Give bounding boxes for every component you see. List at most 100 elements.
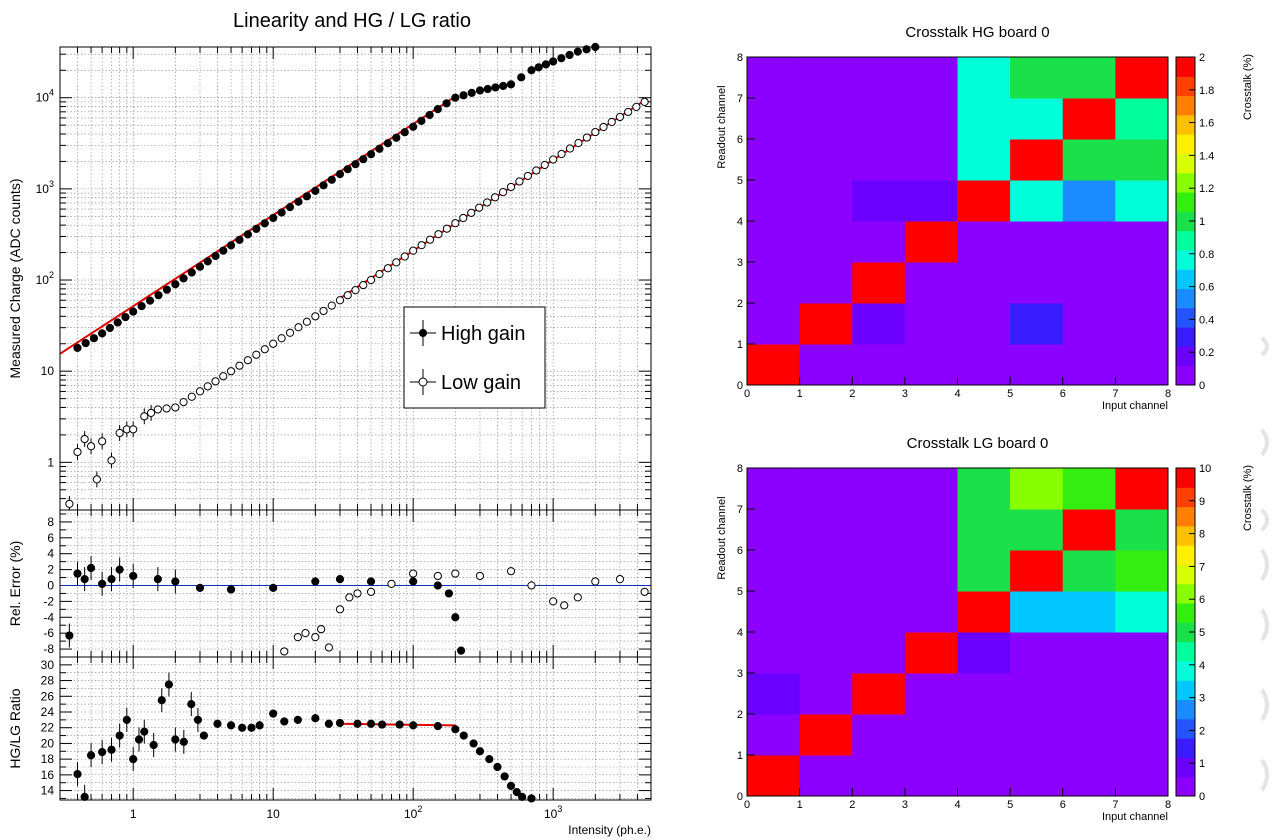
y-tick-label: 14 <box>41 784 55 798</box>
y-axis-title: HG/LG Ratio <box>7 688 23 768</box>
heatmap-cell <box>957 344 1011 386</box>
heatmap-cell <box>747 98 801 140</box>
edge-stroke <box>1260 336 1269 357</box>
y-tick-label: 22 <box>41 721 55 735</box>
edge-stroke <box>1260 548 1269 582</box>
data-point-open <box>433 571 442 581</box>
heatmap-cell <box>852 714 906 756</box>
data-point-filled <box>115 565 124 574</box>
heatmap-cell <box>957 673 1011 715</box>
heatmap-cell <box>799 221 853 263</box>
y-tick-label: 1 <box>737 339 743 351</box>
heatmap-cell <box>799 98 853 140</box>
data-point-filled <box>219 246 228 255</box>
data-point-filled <box>475 86 485 95</box>
colorbar-segment <box>1176 468 1195 488</box>
heatmap-cell <box>1062 468 1116 510</box>
data-point-filled <box>238 723 247 732</box>
heatmap-cell <box>957 57 1011 99</box>
data-point-filled <box>129 571 138 581</box>
linearity-chart: Linearity and HG / LG ratio110102103104M… <box>7 10 652 837</box>
data-point-filled <box>171 735 180 744</box>
data-point-open <box>226 367 236 376</box>
data-point-filled <box>86 751 96 760</box>
heatmap-cell <box>1115 591 1169 633</box>
data-point-filled <box>81 338 90 348</box>
colorbar-tick-label: 1.6 <box>1199 118 1214 130</box>
data-point-filled <box>311 186 320 195</box>
data-point-open <box>235 361 244 370</box>
y-tick-label: 5 <box>737 175 743 187</box>
data-point-open <box>324 643 333 652</box>
data-point-filled <box>293 715 302 724</box>
colorbar-tick-label: 9 <box>1199 496 1205 508</box>
heatmap-cell <box>1062 550 1116 592</box>
data-point-open <box>293 633 302 642</box>
data-point-filled <box>409 577 418 586</box>
data-point-open <box>383 264 392 273</box>
x-tick-label: 2 <box>849 799 855 811</box>
colorbar-tick-label: 4 <box>1199 660 1205 672</box>
data-point-open <box>203 382 212 391</box>
data-point-filled <box>451 613 460 622</box>
data-point-open <box>73 447 82 457</box>
data-point-filled <box>243 230 252 239</box>
heatmap-cell <box>1010 755 1064 797</box>
y-tick-label: -4 <box>43 610 54 624</box>
heatmap-cell <box>852 468 906 510</box>
colorbar-tick-label: 10 <box>1199 463 1211 475</box>
x-tick-label: 8 <box>1165 799 1171 811</box>
heatmap-cell <box>799 57 853 99</box>
edge-stroke <box>1260 608 1269 642</box>
data-point-open <box>599 122 608 132</box>
y-tick-label: 8 <box>737 463 743 475</box>
data-point-open <box>591 577 600 586</box>
heatmap-cell <box>799 262 853 304</box>
heatmap-cell <box>852 262 906 304</box>
colorbar-title: Crosstalk (%) <box>1242 54 1254 120</box>
heatmap-cell <box>1115 221 1169 263</box>
y-tick-label: 7 <box>737 93 743 105</box>
x-tick-label: 5 <box>1007 799 1013 811</box>
data-point-filled <box>122 715 131 724</box>
data-point-open <box>351 286 360 295</box>
colorbar-segment <box>1176 172 1195 193</box>
heatmap-cell <box>799 714 853 756</box>
x-tick-label: 0 <box>744 799 750 811</box>
data-point-filled <box>226 721 236 730</box>
data-point-filled <box>73 569 82 578</box>
edge-stroke <box>1260 688 1269 722</box>
colorbar-segment <box>1176 757 1195 778</box>
heatmap-cell <box>799 550 853 592</box>
legend-label-low-gain: Low gain <box>441 372 521 394</box>
colorbar-tick-label: 1.4 <box>1199 150 1214 162</box>
heatmap-cell <box>904 344 958 386</box>
data-point-open <box>582 133 591 142</box>
y-tick-label: 8 <box>47 515 54 529</box>
colorbar-title: Crosstalk (%) <box>1242 465 1254 531</box>
crosstalk-lg-heatmap: Crosstalk LG board 0001122334455667788In… <box>716 435 1254 823</box>
data-point-filled <box>164 680 174 689</box>
heatmap-cell <box>799 509 853 551</box>
heatmap-cell <box>904 139 958 181</box>
x-axis-title: Input channel <box>1102 811 1168 823</box>
data-point-filled <box>98 329 107 338</box>
data-point-open <box>335 605 345 614</box>
heatmap-cell <box>957 262 1011 304</box>
data-point-filled <box>129 307 138 316</box>
panel-frame <box>59 46 652 511</box>
heatmap-cell <box>1010 344 1064 386</box>
x-axis-title: Intensity (ph.e.) <box>568 823 651 837</box>
y-tick-label: 4 <box>737 627 743 639</box>
data-point-filled <box>107 745 116 754</box>
colorbar-tick-label: 1.2 <box>1199 183 1214 195</box>
data-point-open <box>153 405 162 414</box>
colorbar-tick-label: 0.6 <box>1199 282 1214 294</box>
heatmap-cell <box>904 468 958 510</box>
heatmap-cell <box>747 468 801 510</box>
heatmap-cell <box>1062 303 1116 345</box>
heatmap-cell <box>957 755 1011 797</box>
x-tick-label: 4 <box>954 388 960 400</box>
heatmap-cell <box>904 180 958 222</box>
data-point-open <box>417 241 426 250</box>
